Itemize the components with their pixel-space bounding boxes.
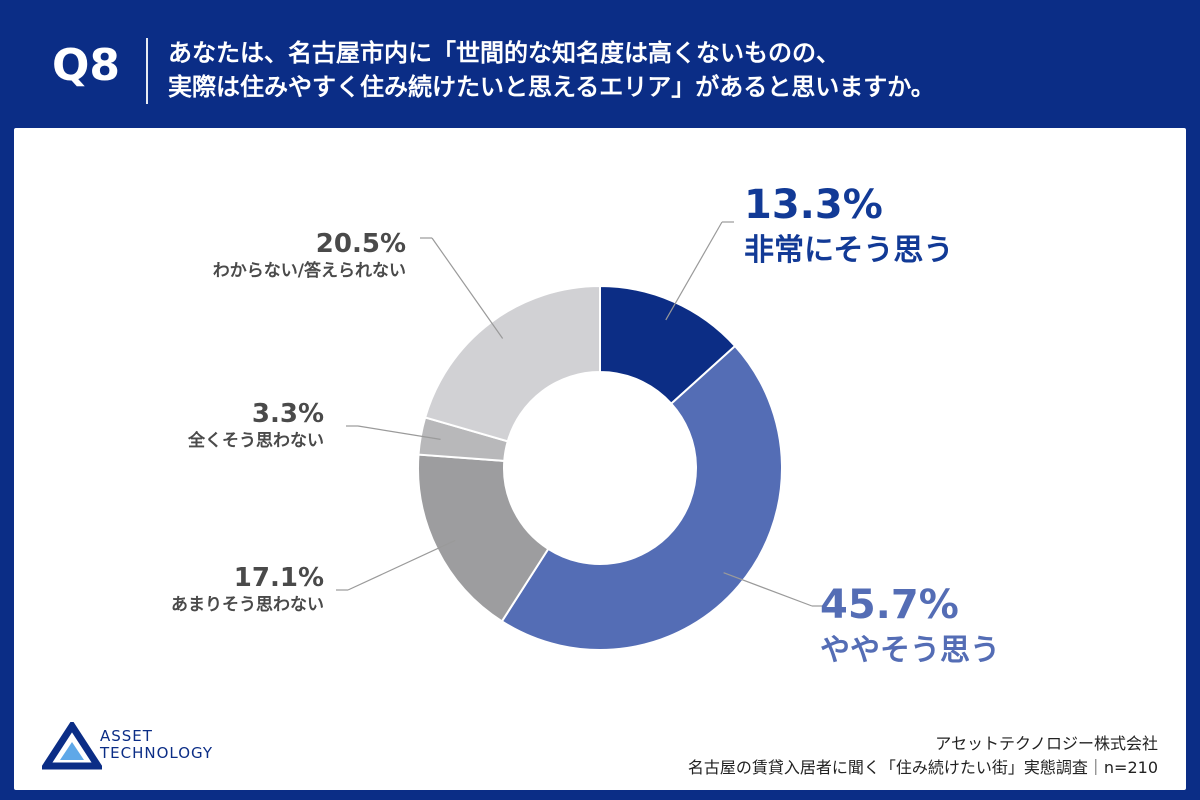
value-label-2: 45.7% [820, 582, 959, 628]
leader-line-5 [431, 237, 504, 339]
donut-slice-2 [500, 344, 784, 651]
donut-slice-5 [423, 284, 601, 443]
question-line-1: あなたは、名古屋市内に「世間的な知名度は高くないものの、 [168, 39, 840, 67]
question-number: Q8 [52, 40, 121, 91]
leader-line-4 [357, 425, 441, 440]
donut-slice-3 [417, 453, 550, 623]
value-label-3: 17.1% [234, 563, 324, 593]
category-label-1: 非常にそう思う [744, 233, 953, 268]
leader-line-1 [665, 221, 723, 321]
logo-line-1: ASSET [100, 727, 153, 745]
survey-note: 名古屋の賃貸入居者に聞く「住み続けたい街」実態調査｜n=210 [687, 758, 1158, 777]
question-text: あなたは、名古屋市内に「世間的な知名度は高くないものの、 実際は住みやすく住み続… [168, 36, 1168, 104]
leader-line-3 [347, 539, 456, 591]
category-label-2: ややそう思う [820, 633, 1000, 668]
logo-triangle-icon [39, 719, 105, 770]
category-label-5: わからない/答えられない [213, 260, 406, 281]
header-bar: Q8 あなたは、名古屋市内に「世間的な知名度は高くないものの、 実際は住みやすく… [0, 0, 1200, 128]
question-line-2: 実際は住みやすく住み続けたいと思えるエリア」があると思いますか。 [168, 73, 935, 101]
value-label-5: 20.5% [316, 229, 406, 259]
logo-line-2: TECHNOLOGY [100, 744, 214, 762]
category-label-3: あまりそう思わない [171, 595, 324, 615]
source-credit: アセットテクノロジー株式会社 名古屋の賃貸入居者に聞く「住み続けたい街」実態調査… [688, 732, 1158, 780]
company-logo: ASSET TECHNOLOGY [39, 719, 282, 772]
value-label-1: 13.3% [744, 182, 883, 228]
header-divider [146, 38, 148, 104]
leader-line-2 [723, 572, 813, 607]
company-name: アセットテクノロジー株式会社 [935, 734, 1158, 753]
logo-text: ASSET TECHNOLOGY [100, 728, 213, 762]
donut-chart: 13.3% 非常にそう思う 45.7% ややそう思う 17.1%あまりそう思わない 3.3… [171, 182, 1000, 668]
chart-card: 13.3% 非常にそう思う 45.7% ややそう思う 17.1% あまりそう思わない 3.3… [14, 128, 1186, 790]
category-label-4: 全くそう思わない [187, 430, 324, 451]
value-label-4: 3.3% [252, 399, 324, 429]
